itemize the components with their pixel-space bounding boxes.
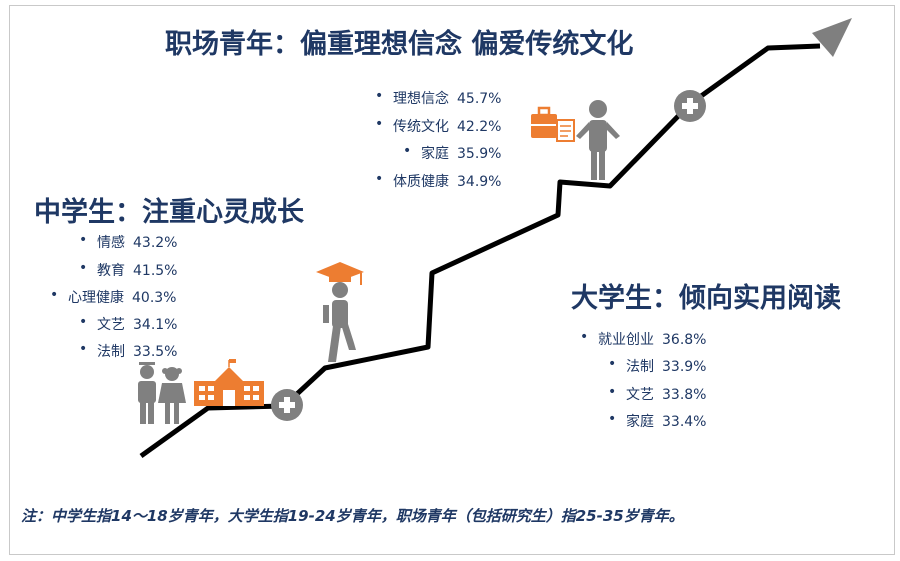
- footnote: 注：中学生指14～18岁青年，大学生指19-24岁青年，职场青年（包括研究生）指…: [21, 507, 684, 525]
- heading-middle-school: 中学生：注重心灵成长: [34, 197, 304, 228]
- graduate-walking-icon: [316, 262, 364, 362]
- heading-university: 大学生：倾向实用阅读: [571, 283, 841, 314]
- students-icon: [138, 362, 186, 424]
- school-building-icon: [194, 359, 264, 406]
- arrow-head-icon: [812, 18, 852, 57]
- heading-working-youth: 职场青年：偏重理想信念 偏爱传统文化: [165, 29, 634, 60]
- figure-frame: [9, 5, 895, 555]
- plus-icon: [271, 389, 303, 421]
- briefcase-icon: [531, 106, 557, 138]
- document-icon: [556, 119, 575, 142]
- person-icon: [576, 100, 620, 180]
- plus-icon: [674, 90, 706, 122]
